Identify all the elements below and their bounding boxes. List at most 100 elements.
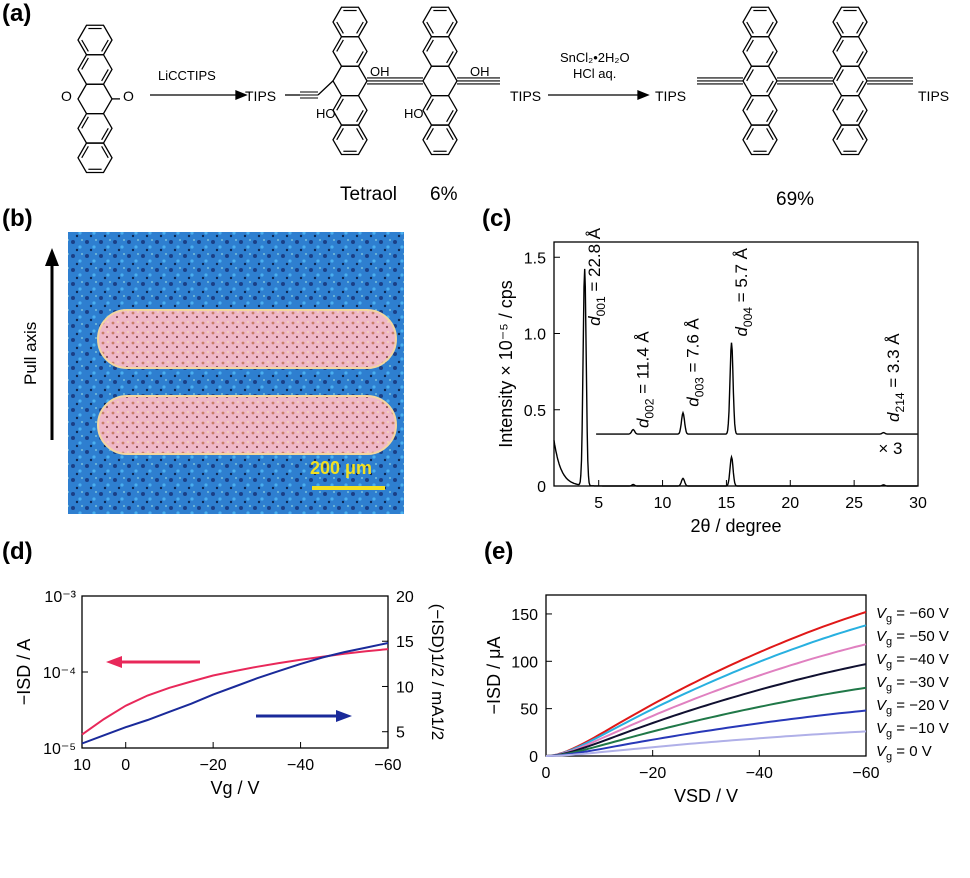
arrow-navy-head [336, 710, 352, 722]
double-bond [856, 21, 864, 34]
double-bond [856, 127, 864, 141]
double-bond [426, 21, 434, 34]
double-bond [746, 21, 754, 34]
tetraol-a-ring-3 [332, 94, 368, 126]
oh-label-1: OH [370, 64, 390, 79]
x-tick-label: 10 [73, 757, 91, 774]
arrow-pink-head [106, 656, 122, 668]
scale-bar-label: 200 μm [310, 458, 372, 478]
pentacenequinone-structure [77, 24, 120, 174]
x-axis-label: VSD / V [674, 786, 738, 806]
x-tick-label: −20 [639, 765, 666, 782]
electrode-lower [97, 395, 397, 455]
double-bond [336, 127, 344, 141]
double-bond [336, 39, 344, 52]
tips-label-4: TIPS [918, 88, 949, 104]
reaction-scheme [77, 6, 913, 174]
double-bond [356, 110, 364, 123]
x-tick-label: −20 [200, 757, 227, 774]
product-b-ring-0 [832, 6, 868, 38]
double-bond [426, 39, 434, 52]
y-axis-label-left: −ISD / A [14, 639, 34, 706]
tetraol-a-ring-1 [332, 36, 368, 67]
y-tick-label-left: 10⁻⁴ [43, 665, 76, 682]
quinone-ring-4 [77, 142, 113, 174]
y-axis-label-right: (−ISD)1/2 / mA1/2 [428, 604, 447, 741]
double-bond [836, 39, 844, 52]
xrd-chart: 5 10 15 20 25 30 0 0.5 1.0 1.5 2θ / degree Intensit… [496, 227, 927, 536]
y-tick-label: 50 [520, 702, 538, 719]
panel-label-d: (d) [2, 538, 33, 565]
product-a-ring-3 [742, 94, 778, 126]
panel-label-a: (a) [2, 0, 32, 27]
x-axis-label: Vg / V [210, 778, 259, 798]
reagent-licctips: LiCCTIPS [158, 68, 216, 83]
output-series-1 [545, 624, 867, 757]
quinone-ring-0 [77, 24, 113, 56]
x-tick-label: 15 [718, 495, 736, 512]
legend-label-1: Vg = −50 V [876, 628, 949, 648]
legend-label-4: Vg = −20 V [876, 697, 949, 717]
double-bond [336, 21, 344, 34]
reaction-arrow-1-head [235, 90, 248, 100]
product-b-ring-4 [832, 124, 868, 156]
x-tick-label: −60 [852, 765, 879, 782]
double-bond [426, 127, 434, 141]
double-bond [101, 69, 109, 82]
panel-label-e: (e) [484, 538, 514, 565]
x-tick-label: 30 [909, 495, 927, 512]
tetraol-b-ring-2 [422, 65, 458, 97]
product-structure [697, 6, 913, 156]
tetraol-a-ring-4 [332, 124, 368, 156]
output-chart: 0 −20 −40 −60 0 50 100 150 VSD / V −ISD / μA Vg = … [484, 594, 949, 806]
yield-tetraol: 6% [430, 184, 458, 205]
oxygen-label-left: O [61, 88, 72, 104]
tetraol-b-ring-0 [422, 6, 458, 38]
xrd-trace-upper [596, 342, 918, 435]
x-tick-label: 0 [542, 765, 551, 782]
bond [317, 80, 334, 96]
output-series-5 [545, 709, 867, 757]
x-tick-label: −40 [287, 757, 314, 774]
y-axis-label: Intensity × 10⁻⁵ / cps [496, 280, 516, 448]
legend-label-3: Vg = −30 V [876, 674, 949, 694]
x-tick-label: 20 [781, 495, 799, 512]
output-plot-frame [545, 594, 867, 757]
pull-axis-label: Pull axis [21, 322, 40, 385]
double-bond [356, 51, 364, 64]
double-bond [356, 21, 364, 34]
x-tick-label: 5 [594, 495, 603, 512]
pull-axis-indicator: Pull axis [21, 248, 59, 440]
quinone-ring-1 [77, 54, 113, 85]
tetraol-label: Tetraol [340, 184, 397, 205]
output-series-4 [545, 686, 867, 757]
legend-label-2: Vg = −40 V [876, 651, 949, 671]
x-tick-label: 25 [845, 495, 863, 512]
double-bond [766, 127, 774, 141]
double-bond [81, 39, 89, 52]
tetraol-b-ring-1 [422, 36, 458, 67]
reagent-hcl: HCl aq. [573, 66, 616, 81]
double-bond [446, 127, 454, 141]
x-tick-label: 10 [654, 495, 672, 512]
product-b-ring-1 [832, 36, 868, 67]
y-tick-label: 0 [537, 479, 546, 496]
double-bond [746, 127, 754, 141]
y-tick-label: 100 [511, 654, 538, 671]
x-tick-label: −40 [746, 765, 773, 782]
double-bond [836, 127, 844, 141]
x-tick-label: 0 [121, 757, 130, 774]
oh-label-2: OH [470, 64, 490, 79]
double-bond [856, 51, 864, 64]
double-bond [101, 39, 109, 52]
tetraol-b-ring-4 [422, 124, 458, 156]
peak-label-001: d001 = 22.8 Å [585, 227, 608, 326]
double-bond [446, 51, 454, 64]
electrode-upper [97, 309, 397, 369]
double-bond [426, 98, 434, 111]
y-tick-label-right: 15 [396, 634, 414, 651]
product-a-ring-0 [742, 6, 778, 38]
double-bond [836, 21, 844, 34]
double-bond [836, 69, 844, 82]
